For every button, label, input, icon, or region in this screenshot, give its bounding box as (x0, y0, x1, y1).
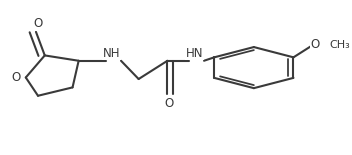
Text: CH₃: CH₃ (330, 40, 351, 50)
Text: O: O (164, 97, 174, 110)
Text: HN: HN (186, 47, 203, 60)
Text: NH: NH (103, 47, 120, 60)
Text: O: O (310, 38, 320, 51)
Text: O: O (33, 17, 42, 30)
Text: O: O (12, 71, 21, 84)
